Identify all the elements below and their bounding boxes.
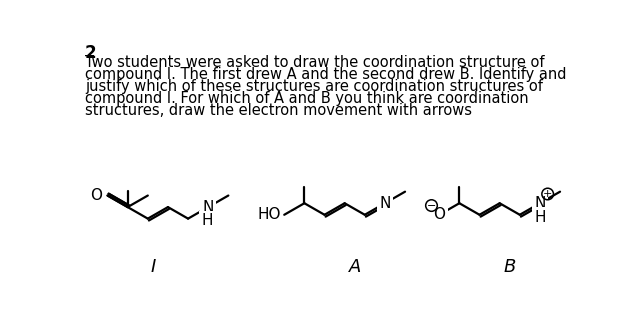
Text: A: A: [348, 258, 361, 276]
Text: N: N: [379, 196, 390, 211]
Text: compound I. The first drew A and the second drew B. Identify and: compound I. The first drew A and the sec…: [85, 67, 566, 82]
Text: 2: 2: [85, 44, 97, 62]
Text: −: −: [427, 201, 436, 211]
Text: O: O: [433, 207, 445, 222]
Text: O: O: [90, 188, 102, 203]
Text: compound I. For which of A and B you think are coordination: compound I. For which of A and B you thi…: [85, 91, 529, 106]
Text: N: N: [203, 200, 214, 214]
Text: Two students were asked to draw the coordination structure of: Two students were asked to draw the coor…: [85, 55, 545, 70]
Text: I: I: [150, 258, 156, 276]
Text: H: H: [202, 214, 213, 229]
Text: +: +: [543, 189, 552, 199]
Text: H: H: [534, 209, 546, 225]
Text: justify which of these structures are coordination structures of: justify which of these structures are co…: [85, 79, 543, 94]
Text: structures, draw the electron movement with arrows: structures, draw the electron movement w…: [85, 103, 472, 118]
Text: N: N: [534, 196, 546, 211]
Text: HO: HO: [257, 207, 281, 222]
Text: B: B: [504, 258, 516, 276]
